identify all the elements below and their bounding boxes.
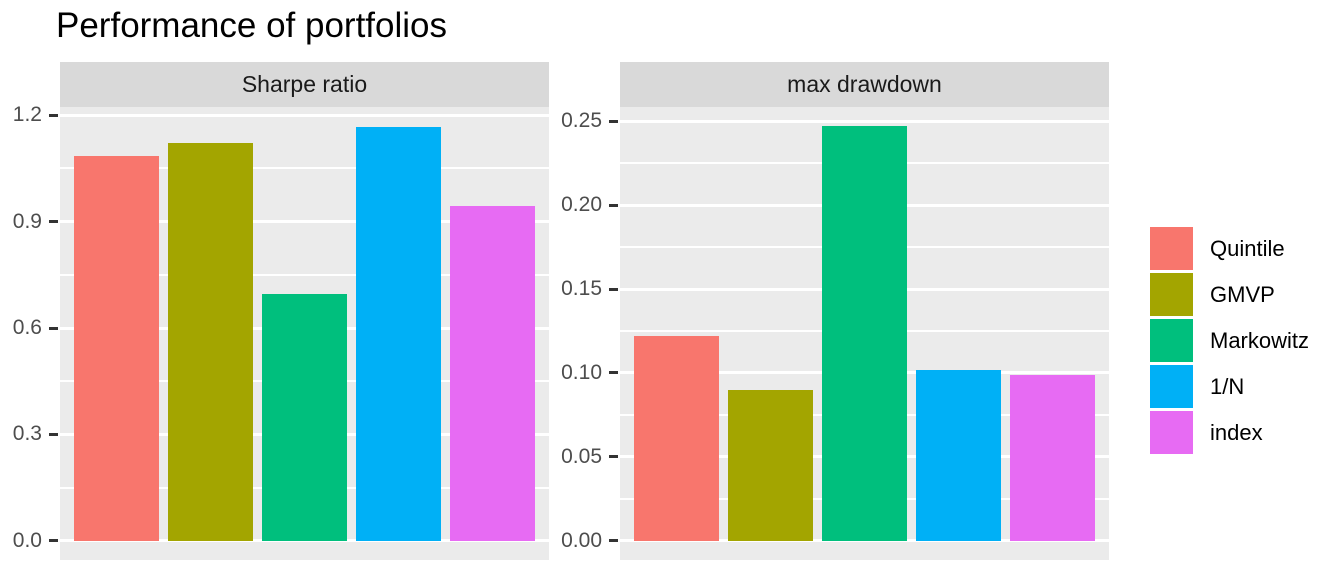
y-axis-tick-label: 0.25 [561,109,602,133]
y-axis-tick-label: 1.2 [12,103,42,127]
plot-panel [620,107,1109,560]
bar-markowitz [822,126,907,541]
bar-gmvp [168,143,253,541]
bar-index [1010,374,1095,541]
y-axis-tick-label: 0.20 [561,193,602,217]
legend-label: Quintile [1210,236,1285,261]
legend-label: Markowitz [1210,328,1310,353]
y-axis-tick-label: 0.6 [12,316,42,339]
y-axis-tick-mark [609,119,618,123]
bar-1-n [356,127,441,541]
bar-gmvp [728,389,813,541]
bar-quintile [634,336,719,541]
y-axis-tick-label: 0.10 [561,360,602,384]
legend-label: 1/N [1210,374,1245,399]
major-gridline [60,113,549,117]
y-axis-tick-mark [609,455,618,459]
y-axis-tick-label: 0.00 [561,528,602,552]
y-axis-tick-mark [609,287,618,291]
y-axis-tick-mark [49,539,58,543]
minor-gridline [60,167,549,170]
bar-index [450,205,535,541]
y-axis-tick-mark [49,326,58,330]
plot-panel [60,107,549,560]
y-axis-tick-mark [609,539,618,543]
facet-strip: max drawdown [620,62,1109,107]
minor-gridline [60,273,549,276]
y-axis-tick-mark [49,113,58,117]
y-axis-tick-label: 0.9 [12,209,42,233]
y-axis-tick-label: 0.3 [12,422,42,446]
y-axis-tick-mark [609,203,618,207]
facet-strip: Sharpe ratio [60,62,549,107]
y-axis-tick-label: 0.0 [12,528,42,552]
legend-swatch-gmvp [1150,273,1193,316]
y-axis-tick-label: 0.15 [561,277,602,301]
bar-markowitz [262,294,347,541]
y-axis-tick-mark [49,220,58,224]
major-gridline [60,220,549,224]
facet-strip-label: max drawdown [787,71,942,97]
bar-quintile [74,155,159,541]
legend-swatch-quintile [1150,227,1193,270]
major-gridline [620,539,1109,543]
chart-title: Performance of portfolios [56,6,448,45]
legend-label: index [1210,420,1263,445]
y-axis-tick-mark [609,371,618,375]
y-axis-tick-mark [49,432,58,436]
y-axis-tick-label: 0.05 [561,444,602,468]
legend-swatch-1-n [1150,365,1193,408]
legend-label: GMVP [1210,282,1275,307]
bar-1-n [916,369,1001,541]
legend-swatch-index [1150,411,1193,454]
major-gridline [60,539,549,543]
legend-swatch-markowitz [1150,319,1193,362]
major-gridline [620,119,1109,123]
facet-strip-label: Sharpe ratio [241,71,368,97]
